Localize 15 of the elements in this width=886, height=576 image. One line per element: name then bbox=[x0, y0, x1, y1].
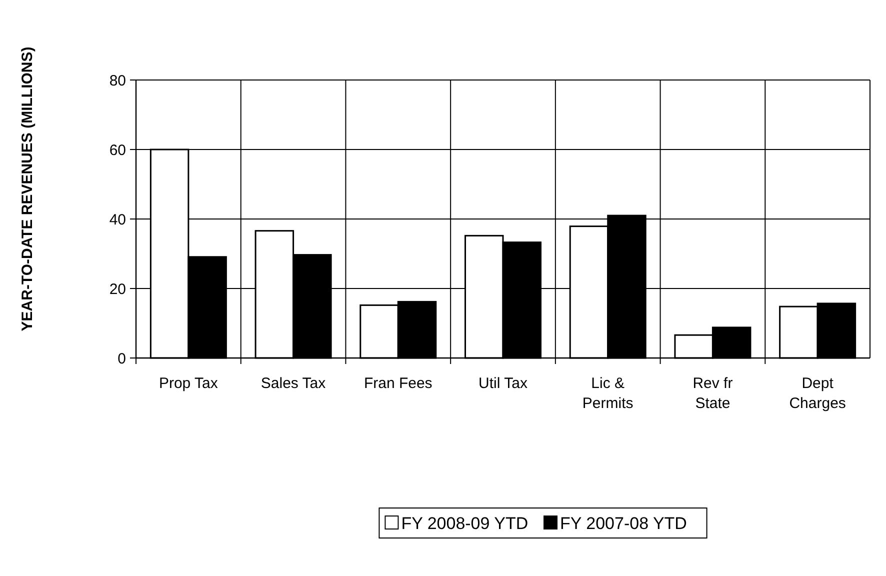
x-tick-label: Prop Tax bbox=[158, 375, 218, 392]
y-tick-label: 40 bbox=[109, 211, 126, 228]
x-tick-label: Rev fr State bbox=[692, 375, 733, 412]
x-tick-label: Dept Charges bbox=[789, 375, 846, 412]
y-tick-label: 80 bbox=[109, 72, 126, 90]
x-tick-label: Util Tax bbox=[478, 375, 528, 392]
y-axis-title: YEAR-TO-DATE REVENUES (MILLIONS) bbox=[19, 46, 36, 332]
legend-label: FY 2007-08 YTD bbox=[560, 514, 687, 533]
legend-label: FY 2008-09 YTD bbox=[401, 514, 528, 533]
x-tick-label: Fran Fees bbox=[364, 375, 432, 392]
x-tick-label: Sales Tax bbox=[260, 375, 326, 392]
x-tick-label: Lic & Permits bbox=[582, 375, 634, 412]
y-tick-label: 60 bbox=[109, 142, 126, 159]
y-tick-label: 0 bbox=[118, 350, 126, 368]
y-tick-label: 20 bbox=[109, 280, 126, 298]
